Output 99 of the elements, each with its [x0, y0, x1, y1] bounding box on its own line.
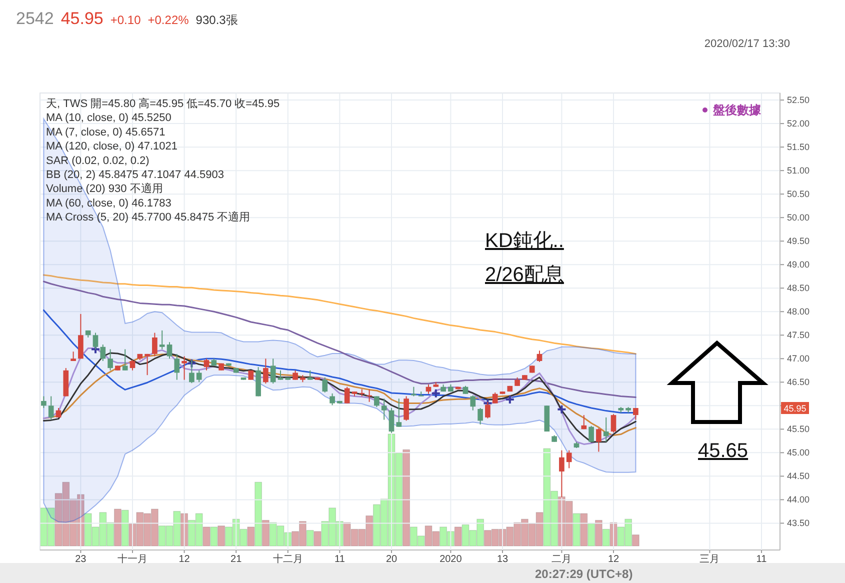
candlestick: [603, 416, 609, 442]
y-tick-label: 45.50: [787, 424, 810, 434]
annotation: SAR (0.02, 0.02, 0.2): [46, 154, 150, 167]
candlestick: [344, 386, 350, 404]
candlestick: [485, 401, 490, 419]
candlestick: [122, 348, 128, 371]
x-tick-label: 20: [386, 554, 398, 565]
candlestick: [100, 344, 106, 362]
annotation: KD鈍化..: [485, 230, 564, 252]
point: [556, 404, 567, 414]
candlestick: [536, 350, 542, 362]
x-tick-label: 21: [230, 554, 242, 565]
annotation: MA (60, close, 0) 46.1783: [46, 197, 172, 210]
candlestick: [610, 414, 616, 433]
candlestick: [70, 351, 76, 362]
annotation: 45.95: [784, 404, 806, 414]
point: [186, 358, 197, 368]
annotation: Volume (20) 930 不適用: [46, 182, 163, 196]
candlestick: [144, 353, 150, 376]
candlestick: [174, 353, 180, 380]
candlestick: [633, 408, 638, 420]
candlestick: [152, 332, 158, 357]
candlestick: [56, 408, 62, 418]
y-tick-label: 49.00: [787, 260, 810, 270]
annotation: MA (120, close, 0) 47.1021: [46, 140, 178, 153]
annotation: MA (7, close, 0) 45.6571: [46, 126, 166, 138]
candlestick: [470, 394, 476, 411]
candlestick: [78, 313, 84, 360]
candlestick: [388, 408, 394, 434]
candlestick: [196, 370, 202, 383]
y-tick-label: 52.00: [787, 118, 810, 129]
candlestick: [204, 358, 210, 371]
candlestick: [492, 392, 498, 404]
candlestick: [307, 370, 313, 380]
candlestick: [166, 342, 172, 360]
chart-subtitle: 2020/02/17 13:30: [704, 38, 790, 50]
candlestick: [581, 414, 587, 430]
x-tick-label: 三月: [700, 554, 720, 565]
candlestick: [278, 370, 284, 380]
y-tick-label: 46.50: [787, 377, 810, 388]
text: 20:27:29 (UTC+8): [535, 567, 633, 581]
y-tick-label: 45.00: [787, 448, 810, 458]
point: [504, 394, 515, 405]
x-tick-label: 23: [75, 554, 87, 565]
y-tick-label: 50.50: [787, 189, 810, 200]
annotation: MA Cross (5, 20) 45.7700 45.8475 不適用: [46, 210, 250, 224]
candlestick: [588, 425, 594, 442]
y-tick-label: 51.50: [787, 142, 810, 152]
annotation: 2/26配息: [485, 264, 564, 286]
candlestick: [189, 360, 194, 384]
y-tick-label: 48.50: [787, 283, 810, 294]
y-tick-label: 43.50: [787, 518, 810, 528]
y-tick-label: 44.50: [787, 471, 810, 482]
x-tick-label: 十一月: [118, 553, 148, 565]
x-tick-label: 11: [756, 554, 768, 565]
candlestick: [330, 392, 335, 406]
candlestick: [411, 386, 416, 397]
y-tick-label: 47.00: [787, 354, 810, 364]
x-tick-label: 12: [178, 554, 190, 565]
candlestick: [426, 384, 432, 394]
x-tick-label: 12: [608, 554, 620, 565]
annotation: MA (10, close, 0) 45.5250: [46, 112, 172, 124]
candlestick: [182, 356, 187, 380]
candlestick: [322, 376, 328, 393]
candlestick: [596, 428, 602, 452]
candlestick: [263, 358, 268, 384]
annotation: BB (20, 2) 45.8475 47.1047 44.5903: [46, 169, 224, 181]
candlestick: [359, 388, 365, 397]
y-tick-label: 44.00: [787, 494, 810, 505]
candlestick: [478, 408, 483, 425]
x-tick-label: 11: [334, 554, 346, 565]
candlestick: [41, 396, 46, 409]
x-tick-label: 2020: [440, 554, 462, 565]
annotation: 45.65: [698, 440, 748, 462]
y-tick-label: 51.00: [787, 166, 810, 176]
candlestick: [159, 330, 165, 350]
candlestick: [270, 358, 276, 384]
candlestick: [366, 388, 372, 402]
x-tick-label: 十二月: [272, 553, 303, 565]
candlestick: [396, 398, 402, 428]
x-tick-label: 13: [496, 554, 508, 565]
candlestick: [292, 370, 298, 380]
annotation: 天, TWS 開=45.80 高=45.95 低=45.70 收=45.95: [46, 97, 280, 110]
y-tick-label: 50.00: [787, 212, 810, 223]
candlestick: [566, 450, 572, 469]
y-tick-label: 48.00: [787, 306, 810, 317]
candlestick: [404, 396, 409, 422]
candlestick: [108, 348, 113, 371]
x-tick-label: 二月: [552, 554, 572, 565]
y-tick-label: 47.50: [787, 330, 810, 340]
candlestick: [92, 332, 98, 350]
candlestick: [130, 360, 136, 371]
annotation: 盤後數據: [712, 103, 762, 117]
y-tick-label: 52.50: [787, 95, 810, 106]
candlestick: [381, 398, 387, 420]
candlestick: [48, 396, 54, 420]
chart-title: 2542 45.95 +0.10 +0.22% 930.3張: [16, 9, 238, 28]
point: [430, 388, 441, 398]
y-tick-label: 49.50: [787, 236, 810, 246]
